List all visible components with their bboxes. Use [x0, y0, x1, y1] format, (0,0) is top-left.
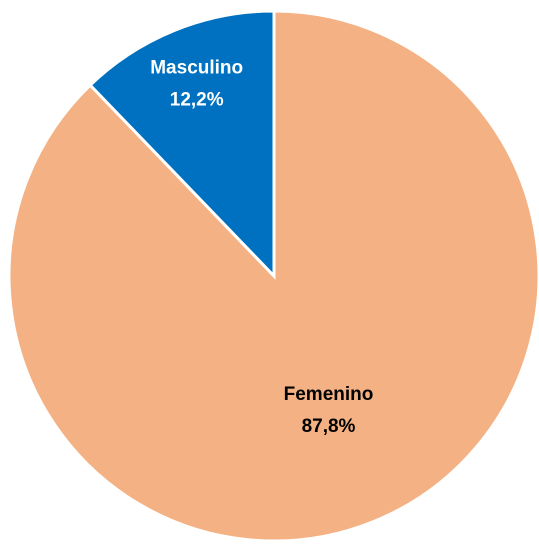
slice-label: Masculino [150, 57, 243, 78]
pie-slice [88, 9, 276, 280]
slice-value-label: 87,8% [302, 416, 356, 437]
slice-value-label: 12,2% [170, 89, 224, 110]
slice-label: Femenino [284, 384, 374, 405]
